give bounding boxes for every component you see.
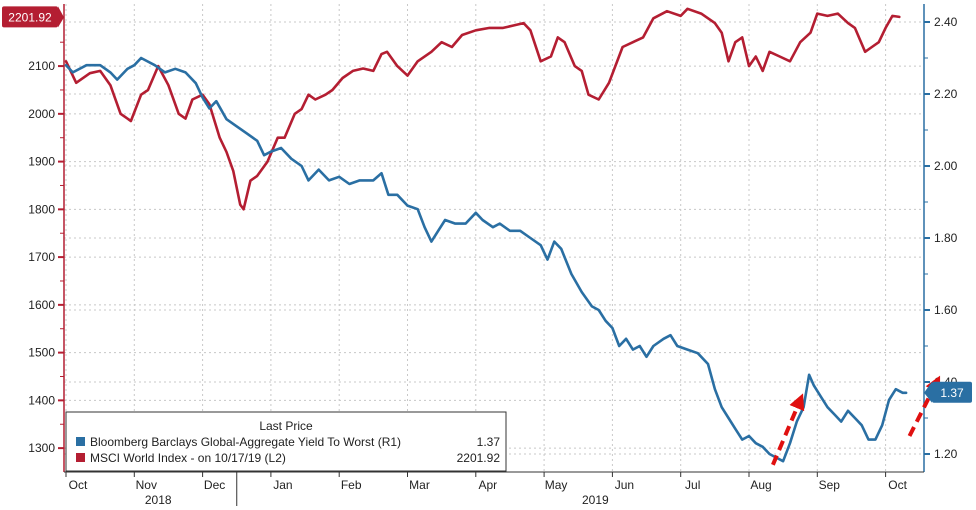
tick-label-left-3: 1600: [28, 298, 55, 312]
tick-label-right-5: 2.20: [934, 87, 958, 101]
x-tick-label-4: Feb: [341, 478, 362, 492]
legend-box: [65, 411, 507, 472]
x-tick-label-2: Dec: [204, 478, 225, 492]
badge-left-pointer: [58, 6, 64, 28]
axes: 1300 1400 1500 1600 1700 1800 1900 2000 2100 1.20…: [28, 4, 958, 507]
gridlines: [64, 4, 924, 472]
tick-label-left-6: 1900: [28, 155, 55, 169]
badge-right-pointer: [924, 381, 932, 403]
tick-label-left-2: 1500: [28, 346, 55, 360]
legend-value-bloomberg: 1.37: [477, 435, 501, 449]
series-line-bloomberg: [64, 56, 908, 463]
x-tick-label-1: Nov: [136, 478, 157, 492]
legend-swatch-bloomberg: [76, 437, 85, 446]
legend-label-msci: MSCI World Index - on 10/17/19 (L2): [90, 451, 286, 465]
legend-title: Last Price: [259, 419, 313, 433]
tick-label-right-6: 2.40: [934, 15, 958, 29]
x-tick-label-5: Mar: [409, 478, 430, 492]
legend-label-bloomberg: Bloomberg Barclays Global-Aggregate Yiel…: [90, 435, 401, 449]
x-year-label-2018: 2018: [145, 493, 172, 507]
badge-right-bg: [932, 381, 972, 403]
x-year-label-2019: 2019: [582, 493, 609, 507]
x-tick-label-12: Oct: [888, 478, 907, 492]
tick-label-left-0: 1300: [28, 441, 55, 455]
x-tick-label-0: Oct: [69, 478, 88, 492]
tick-label-left-8: 2100: [28, 59, 55, 73]
legend: Last Price Bloomberg Barclays Global-Agg…: [65, 411, 507, 472]
tick-label-right-4: 2.00: [934, 159, 958, 173]
x-tick-label-3: Jan: [273, 478, 292, 492]
series-line-msci: [64, 7, 901, 211]
legend-value-msci: 2201.92: [457, 451, 501, 465]
tick-label-left-7: 2000: [28, 107, 55, 121]
last-value-badges: 2201.92 1.37: [2, 6, 972, 403]
tick-label-right-0: 1.20: [934, 447, 958, 461]
x-tick-label-8: Jun: [615, 478, 634, 492]
x-tick-label-10: Aug: [750, 478, 771, 492]
series-lines: [64, 7, 908, 463]
x-tick-label-11: Sep: [819, 478, 841, 492]
x-tick-label-9: Jul: [685, 478, 700, 492]
badge-left-value: 2201.92: [8, 10, 52, 24]
legend-swatch-msci: [76, 453, 85, 462]
tick-label-right-3: 1.80: [934, 231, 958, 245]
x-tick-label-6: Apr: [478, 478, 497, 492]
annotation-arrow-0: [771, 393, 805, 466]
x-tick-label-7: May: [545, 478, 568, 492]
badge-left-bg: [2, 6, 58, 28]
tick-label-left-5: 1800: [28, 202, 55, 216]
tick-label-right-2: 1.60: [934, 303, 958, 317]
badge-right-value: 1.37: [940, 386, 964, 400]
tick-label-left-1: 1400: [28, 393, 55, 407]
tick-label-left-4: 1700: [28, 250, 55, 264]
